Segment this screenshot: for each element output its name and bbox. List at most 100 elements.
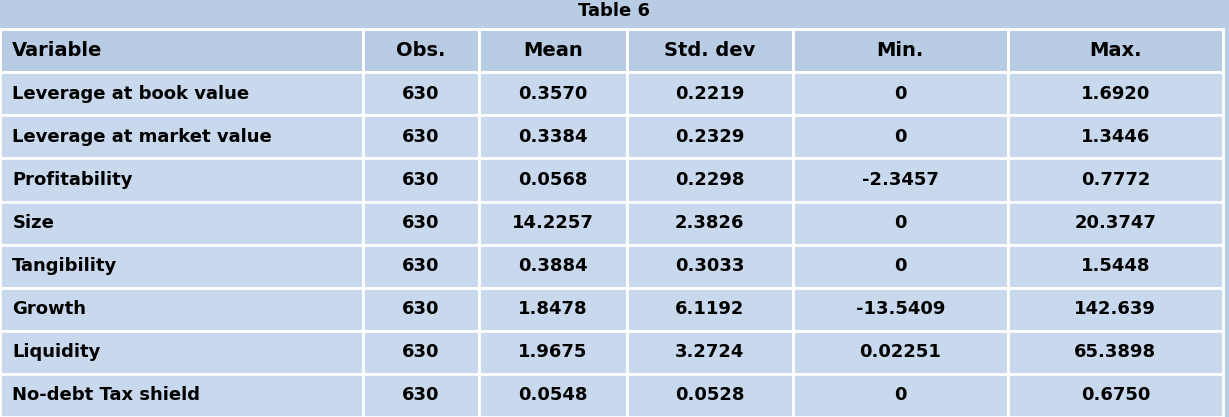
Text: 0.2219: 0.2219 [675,85,745,103]
Bar [793,288,1008,331]
Text: 0.2298: 0.2298 [675,171,745,189]
Bar [1008,29,1223,72]
Text: -2.3457: -2.3457 [862,171,939,189]
Text: 0: 0 [893,85,907,103]
Bar [1008,116,1223,158]
Text: 1.3446: 1.3446 [1080,128,1150,146]
Text: 1.8478: 1.8478 [519,300,587,318]
Bar [627,245,793,288]
Bar [627,29,793,72]
Bar [0,374,363,417]
Bar [793,158,1008,201]
Bar [479,245,627,288]
Bar [479,331,627,374]
Text: 2.3826: 2.3826 [675,214,745,232]
Text: 0.0548: 0.0548 [519,387,587,404]
Text: -13.5409: -13.5409 [855,300,945,318]
Text: 3.2724: 3.2724 [675,343,745,362]
Bar [1008,245,1223,288]
Bar [0,158,363,201]
Text: Table 6: Table 6 [579,3,650,20]
Text: Growth: Growth [12,300,86,318]
Text: 142.639: 142.639 [1074,300,1156,318]
Bar [793,116,1008,158]
Text: 20.3747: 20.3747 [1074,214,1156,232]
Bar [627,374,793,417]
Text: Std. dev: Std. dev [664,41,756,60]
Bar [627,72,793,116]
Text: 0.3570: 0.3570 [519,85,587,103]
Bar [627,331,793,374]
Bar [627,158,793,201]
Bar [627,201,793,245]
Text: 630: 630 [402,387,440,404]
Text: 630: 630 [402,214,440,232]
Bar [627,288,793,331]
Bar [363,29,479,72]
Text: Leverage at book value: Leverage at book value [12,85,249,103]
Text: Max.: Max. [1089,41,1142,60]
Bar [0,331,363,374]
Text: 0.7772: 0.7772 [1080,171,1150,189]
Text: Liquidity: Liquidity [12,343,101,362]
Text: Leverage at market value: Leverage at market value [12,128,272,146]
Text: No-debt Tax shield: No-debt Tax shield [12,387,200,404]
Text: 0.2329: 0.2329 [675,128,745,146]
Bar [363,72,479,116]
Bar [793,72,1008,116]
Text: 0.0568: 0.0568 [519,171,587,189]
Bar [1008,374,1223,417]
Text: Obs.: Obs. [396,41,446,60]
Text: 0.3884: 0.3884 [519,257,587,275]
Bar [479,201,627,245]
Text: 14.2257: 14.2257 [512,214,594,232]
Text: Min.: Min. [876,41,924,60]
Text: Tangibility: Tangibility [12,257,118,275]
Bar [0,29,363,72]
Bar [793,245,1008,288]
Bar [627,116,793,158]
Text: 0.6750: 0.6750 [1080,387,1150,404]
Text: 630: 630 [402,128,440,146]
Text: Variable: Variable [12,41,103,60]
Text: 65.3898: 65.3898 [1074,343,1156,362]
Bar [793,201,1008,245]
Text: 1.6920: 1.6920 [1080,85,1150,103]
Bar [0,245,363,288]
Bar [363,331,479,374]
Bar [793,331,1008,374]
Bar [479,29,627,72]
Bar [0,201,363,245]
Bar [0,116,363,158]
Text: 630: 630 [402,171,440,189]
Bar [479,158,627,201]
Bar [0,288,363,331]
Bar [1008,331,1223,374]
Text: 0: 0 [893,387,907,404]
Text: 1.5448: 1.5448 [1080,257,1150,275]
Text: 630: 630 [402,257,440,275]
Text: 0.3384: 0.3384 [519,128,587,146]
Bar [479,288,627,331]
Text: 0.02251: 0.02251 [859,343,941,362]
Text: 630: 630 [402,300,440,318]
Bar [363,245,479,288]
Text: 6.1192: 6.1192 [675,300,745,318]
Bar [1008,158,1223,201]
Text: 0.0528: 0.0528 [675,387,745,404]
Bar [363,288,479,331]
Bar [793,29,1008,72]
Bar [479,116,627,158]
Bar [479,72,627,116]
Bar [1008,288,1223,331]
Text: 630: 630 [402,85,440,103]
Bar [793,374,1008,417]
Bar [363,158,479,201]
Text: 0: 0 [893,257,907,275]
Text: 0: 0 [893,128,907,146]
Text: Profitability: Profitability [12,171,133,189]
Bar [363,116,479,158]
Text: 1.9675: 1.9675 [519,343,587,362]
Bar [479,374,627,417]
Bar [1008,201,1223,245]
